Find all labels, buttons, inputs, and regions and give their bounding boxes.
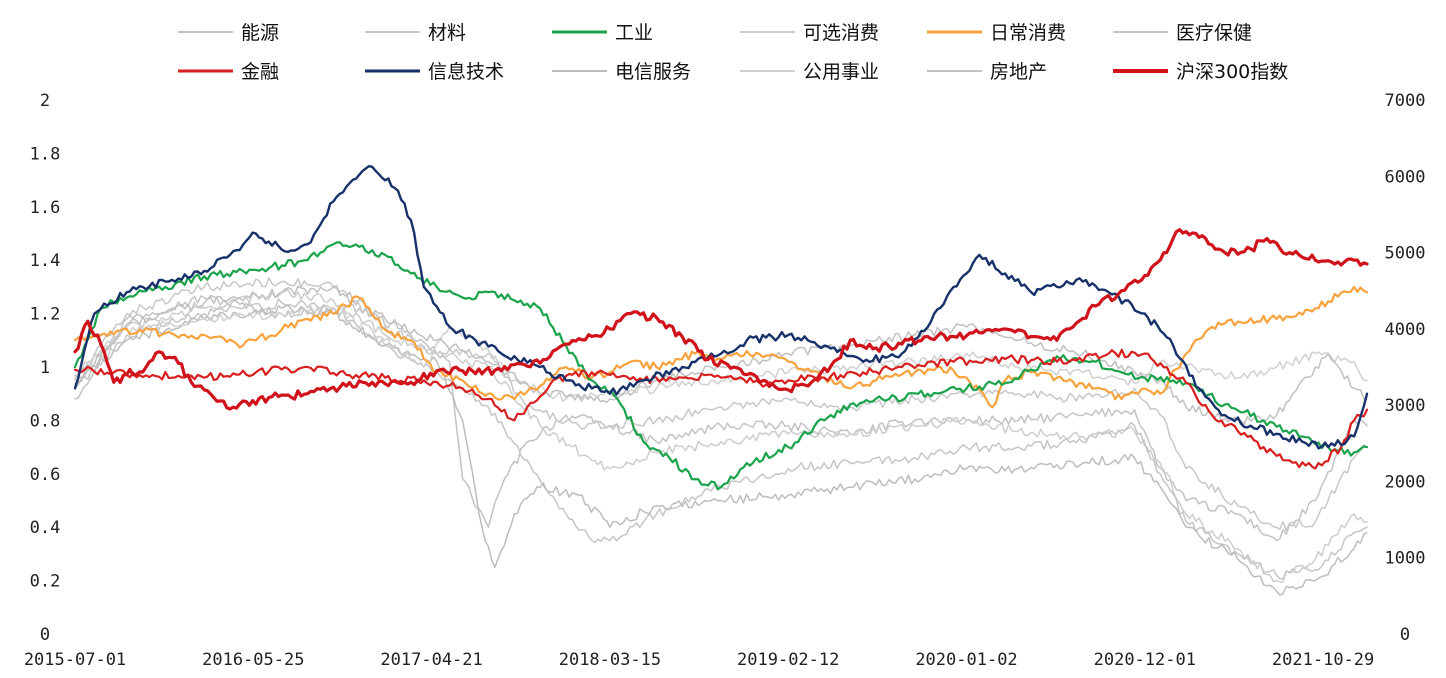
x-tick-label: 2020-12-01 xyxy=(1094,650,1196,670)
left-tick-label: 2 xyxy=(40,91,50,111)
right-tick-label: 6000 xyxy=(1385,167,1426,187)
plot-area xyxy=(73,165,1369,596)
series-line-2 xyxy=(74,287,1368,583)
right-tick-label: 7000 xyxy=(1385,91,1426,111)
left-y-axis: 0 0.2 0.4 0.6 0.8 1 1.2 1.4 1.6 1.8 2 xyxy=(30,91,61,645)
left-tick-label: 0.6 xyxy=(30,465,61,485)
legend-item: 金融 xyxy=(178,61,279,83)
legend-item: 信息技术 xyxy=(365,61,504,83)
legend-label: 医疗保健 xyxy=(1176,22,1252,44)
series-line-9 xyxy=(73,348,1369,470)
x-axis: 2015-07-01 2016-05-25 2017-04-21 2018-03-15… xyxy=(24,650,1374,670)
series-line-8 xyxy=(73,241,1369,491)
legend-label: 沪深300指数 xyxy=(1176,61,1288,83)
series-line-0 xyxy=(74,294,1368,542)
legend-label: 工业 xyxy=(615,22,653,44)
series-line-7 xyxy=(73,285,1369,409)
legend-item: 能源 xyxy=(178,22,279,44)
legend-item: 材料 xyxy=(365,22,466,44)
left-tick-label: 1.8 xyxy=(30,144,61,164)
series-line-1 xyxy=(74,277,1368,532)
legend-label: 信息技术 xyxy=(428,61,504,83)
legend-item: 可选消费 xyxy=(740,22,879,44)
left-tick-label: 1.2 xyxy=(30,305,61,325)
legend-item: 公用事业 xyxy=(740,61,879,83)
series-line-5 xyxy=(74,304,1368,403)
left-tick-label: 1.4 xyxy=(30,251,61,271)
legend-item: 电信服务 xyxy=(552,61,691,83)
series-line-3 xyxy=(74,298,1368,580)
right-tick-label: 1000 xyxy=(1385,549,1426,569)
left-tick-label: 0.4 xyxy=(30,518,61,538)
series-layer xyxy=(73,165,1369,596)
legend-label: 电信服务 xyxy=(615,61,691,83)
x-tick-label: 2021-10-29 xyxy=(1272,650,1374,670)
x-tick-label: 2020-01-02 xyxy=(915,650,1017,670)
left-tick-label: 0 xyxy=(40,625,50,645)
legend-item: 医疗保健 xyxy=(1113,22,1252,44)
legend-item: 沪深300指数 xyxy=(1113,61,1288,83)
right-y-axis: 0 1000 2000 3000 4000 5000 6000 7000 xyxy=(1385,91,1426,645)
left-tick-label: 0.2 xyxy=(30,572,61,592)
legend-label: 能源 xyxy=(241,22,279,44)
legend-label: 材料 xyxy=(428,22,466,44)
right-tick-label: 0 xyxy=(1400,625,1410,645)
x-tick-label: 2018-03-15 xyxy=(559,650,661,670)
series-line-4 xyxy=(74,304,1368,596)
series-line-11 xyxy=(73,228,1369,411)
right-tick-label: 4000 xyxy=(1385,320,1426,340)
left-tick-label: 0.8 xyxy=(30,411,61,431)
legend-item: 工业 xyxy=(552,22,653,44)
legend-label: 日常消费 xyxy=(990,22,1066,44)
legend-item: 日常消费 xyxy=(927,22,1066,44)
legend-label: 公用事业 xyxy=(803,61,879,83)
legend-item: 房地产 xyxy=(927,61,1047,83)
left-tick-label: 1 xyxy=(40,358,50,378)
x-tick-label: 2019-02-12 xyxy=(737,650,839,670)
x-tick-label: 2015-07-01 xyxy=(24,650,126,670)
left-tick-label: 1.6 xyxy=(30,198,61,218)
x-tick-label: 2017-04-21 xyxy=(380,650,482,670)
legend-label: 房地产 xyxy=(990,61,1047,83)
legend-label: 可选消费 xyxy=(803,22,879,44)
x-tick-label: 2016-05-25 xyxy=(202,650,304,670)
legend-label: 金融 xyxy=(241,61,279,83)
right-tick-label: 5000 xyxy=(1385,244,1426,264)
series-line-10 xyxy=(73,165,1369,450)
right-tick-label: 2000 xyxy=(1385,472,1426,492)
right-tick-label: 3000 xyxy=(1385,396,1426,416)
